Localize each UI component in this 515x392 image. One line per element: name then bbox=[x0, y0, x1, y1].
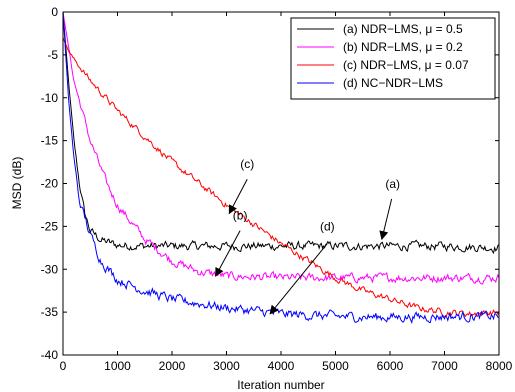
x-tick-label: 7000 bbox=[431, 359, 458, 373]
legend: (a) NDR−LMS, μ = 0.5 (b) NDR−LMS, μ = 0.2… bbox=[290, 17, 496, 100]
y-tick-label: -20 bbox=[41, 177, 59, 191]
annotation-label: (d) bbox=[320, 220, 335, 234]
x-tick-label: 5000 bbox=[322, 359, 349, 373]
y-tick-label: 0 bbox=[51, 5, 58, 19]
y-tick-label: -15 bbox=[41, 134, 59, 148]
legend-label: (b) NDR−LMS, μ = 0.2 bbox=[343, 40, 463, 54]
y-tick-label: -40 bbox=[41, 348, 59, 362]
x-tick-label: 1000 bbox=[104, 359, 131, 373]
x-tick-label: 6000 bbox=[377, 359, 404, 373]
series-line-4 bbox=[63, 12, 499, 325]
legend-label: (c) NDR−LMS, μ = 0.07 bbox=[343, 58, 469, 72]
annotation-label: (c) bbox=[240, 157, 254, 171]
legend-label: (d) NC−NDR−LMS bbox=[343, 76, 443, 90]
y-tick-label: -25 bbox=[41, 219, 59, 233]
annotation-arrow bbox=[228, 178, 248, 215]
y-axis-title: MSD (dB) bbox=[10, 157, 24, 210]
x-tick-label: 0 bbox=[60, 359, 67, 373]
x-tick-label: 8000 bbox=[486, 359, 513, 373]
series-line-1 bbox=[63, 12, 499, 255]
annotation-label: (a) bbox=[385, 177, 400, 191]
x-tick-label: 4000 bbox=[268, 359, 295, 373]
x-axis-title: Iteration number bbox=[237, 378, 324, 392]
x-tick-label: 2000 bbox=[159, 359, 186, 373]
x-tick-label: 3000 bbox=[213, 359, 240, 373]
series-layer bbox=[63, 12, 499, 325]
annotation-arrow bbox=[215, 230, 241, 277]
y-tick-label: -10 bbox=[41, 91, 59, 105]
y-tick-label: -30 bbox=[41, 262, 59, 276]
ticks-layer: 0 1000 2000 3000 4000 5000 6000 7000 8000 0 -5 -10 -… bbox=[41, 5, 513, 373]
y-tick-label: -5 bbox=[47, 48, 58, 62]
series-line-3 bbox=[63, 37, 499, 318]
annotation-layer: (a) (b) (c) (d) bbox=[215, 157, 400, 315]
annotation-label: (b) bbox=[233, 209, 248, 223]
annotation-arrow bbox=[269, 243, 328, 315]
legend-box bbox=[290, 17, 496, 100]
series-line-2 bbox=[63, 12, 499, 285]
annotation-arrow bbox=[379, 198, 393, 241]
legend-label: (a) NDR−LMS, μ = 0.5 bbox=[343, 22, 463, 36]
y-tick-label: -35 bbox=[41, 305, 59, 319]
